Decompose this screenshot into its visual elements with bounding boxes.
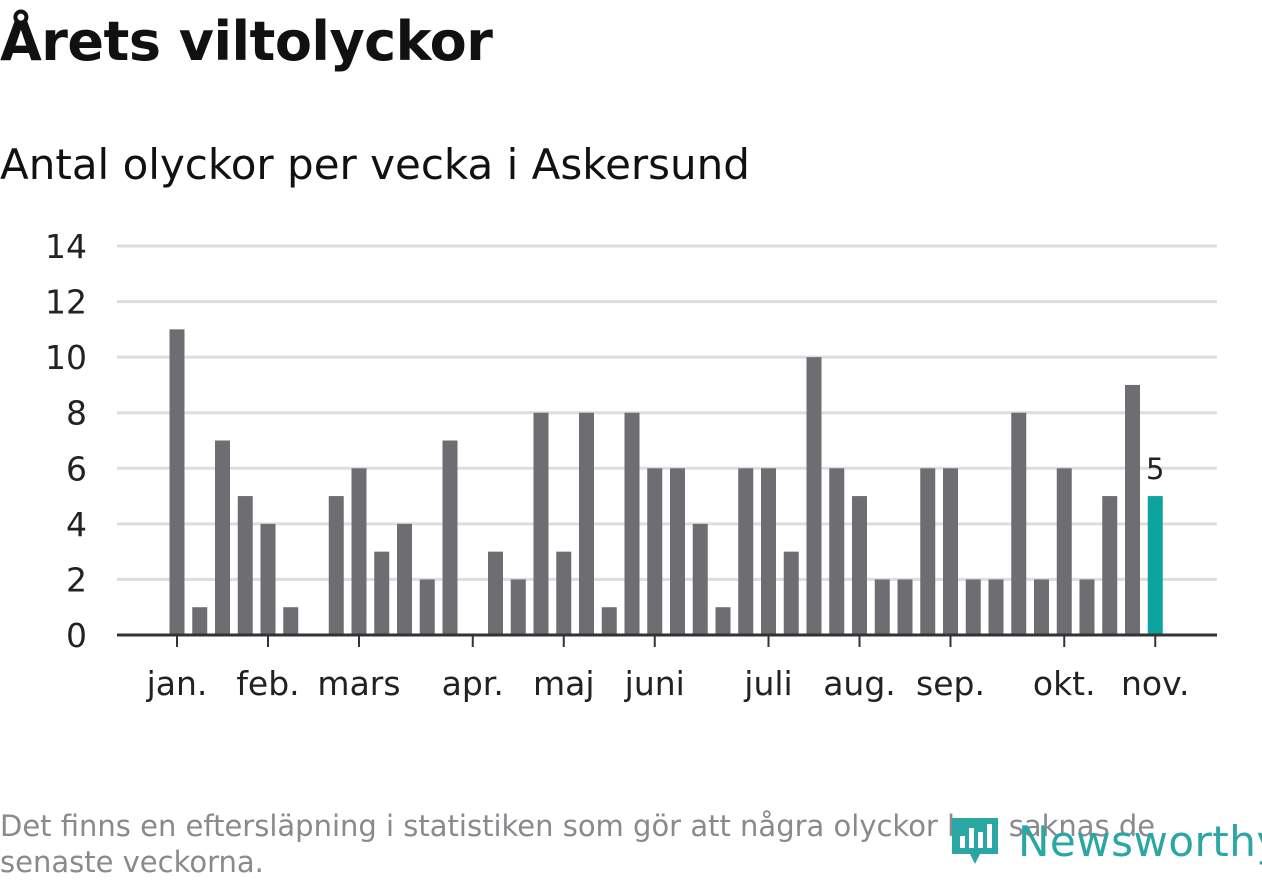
bar [624,412,640,635]
y-tick-label: 8 [66,394,87,433]
bar-chart: 0 2 4 6 8 10 12 14 5 jan. feb. mars apr. maj juni jul… [45,227,1217,703]
bar [692,523,708,635]
bar [533,412,549,635]
bar [852,496,867,635]
bar [488,551,503,635]
y-tick-label: 4 [66,505,87,544]
bar [783,551,799,635]
x-tick-label: aug. [823,664,896,703]
x-tick-label: nov. [1121,664,1190,703]
bar [351,468,367,635]
bar [943,468,958,635]
x-tick-label: feb. [236,664,299,703]
y-tick-label: 2 [66,560,87,599]
y-axis-ticks: 0 2 4 6 8 10 12 14 [45,227,87,655]
bar [283,607,299,635]
bar [1125,384,1140,635]
x-tick-label: apr. [442,664,504,703]
bar [1034,579,1049,635]
bar [215,440,230,635]
bar [397,523,412,635]
bar [192,607,208,635]
bar [715,607,731,635]
x-tick-label: juli [743,664,792,703]
bar [237,496,253,635]
x-tick-label: juni [624,664,685,703]
bar [761,468,776,635]
bar [647,468,663,635]
bar [806,357,822,635]
bar [1102,496,1118,635]
highlight-bar [1147,496,1163,635]
x-tick-label: jan. [146,664,208,703]
bar [920,468,936,635]
bars: 5 [117,329,1217,637]
x-tick-label: maj [533,664,595,703]
brand-logo: Newsworthy [948,814,1262,868]
bar [1056,468,1072,635]
y-tick-label: 12 [45,283,87,322]
bar [670,468,685,635]
bar [897,579,913,635]
x-axis-ticks: jan. feb. mars apr. maj juni juli aug. sep. okt. n… [146,635,1190,703]
bar [510,579,526,635]
bar [374,551,390,635]
bar [169,329,185,635]
chart-title: Årets viltolyckor [0,10,493,73]
bar [419,579,435,635]
chart-subtitle: Antal olyckor per vecka i Askersund [0,140,750,189]
bar [260,523,276,635]
bar [328,496,344,635]
grid-lines [117,244,1217,581]
y-tick-label: 14 [45,227,87,266]
bar [442,440,458,635]
y-tick-label: 6 [66,449,87,488]
y-tick-label: 0 [66,616,87,655]
bar [579,412,594,635]
bar [988,579,1004,635]
bar [1079,579,1095,635]
highlight-data-label: 5 [1146,452,1164,486]
bar [601,607,617,635]
bar [965,579,981,635]
x-tick-label: sep. [916,664,985,703]
bar [829,468,845,635]
bar [874,579,890,635]
y-tick-label: 10 [45,338,87,377]
bar [1011,412,1027,635]
x-tick-label: okt. [1033,664,1096,703]
bar [556,551,572,635]
x-tick-label: mars [317,664,400,703]
bar [738,468,754,635]
brand-name: Newsworthy [1018,816,1262,866]
newsworthy-logo-icon [952,818,998,864]
